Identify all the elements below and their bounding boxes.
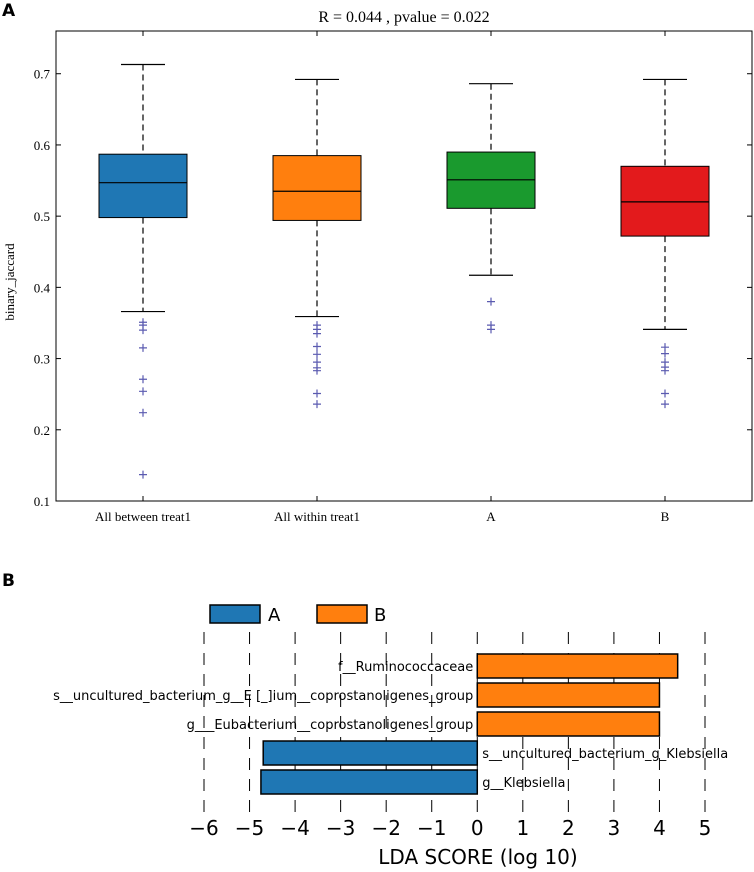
x-tick-label: B <box>661 509 670 524</box>
outlier-point <box>139 375 147 384</box>
outlier-point <box>661 400 669 409</box>
y-tick-label: 0.1 <box>34 494 50 509</box>
outlier-point <box>139 326 147 335</box>
bar-label: s__uncultured_bacterium_g__E [_]ium__cop… <box>53 689 473 704</box>
x-tick-label: 0 <box>471 816 484 840</box>
x-tick-label: 5 <box>699 816 712 840</box>
boxes <box>98 63 710 479</box>
bar-label: g___Eubacterium__coprostanoligenes_group <box>187 718 474 733</box>
lda-bar <box>260 769 479 795</box>
outlier-point <box>313 342 321 351</box>
bars: f__Ruminococcaceae s__uncultured_bacteriu… <box>53 653 728 795</box>
x-tick-label: 4 <box>653 816 666 840</box>
outlier-point <box>487 325 495 334</box>
outlier-point <box>487 297 495 306</box>
box-group <box>98 63 188 479</box>
outlier-point <box>313 400 321 409</box>
legend: A B <box>209 604 386 626</box>
outlier-point <box>313 329 321 338</box>
box-group <box>272 78 362 409</box>
outlier-point <box>139 470 147 479</box>
outlier-point <box>313 350 321 359</box>
outlier-point <box>139 408 147 417</box>
box-group <box>446 83 536 334</box>
legend-label-a: A <box>268 605 281 626</box>
y-tick-label: 0.4 <box>34 280 51 295</box>
outlier-point <box>661 389 669 398</box>
y-tick-label: 0.6 <box>34 138 51 153</box>
y-tick-label: 0.5 <box>34 209 50 224</box>
x-tick-label: A <box>486 509 496 524</box>
box <box>272 155 362 221</box>
x-tick-label: 1 <box>516 816 529 840</box>
legend-label-b: B <box>374 605 386 626</box>
boxplot-ylabel: binary_jaccard <box>2 243 17 321</box>
y-tick-label: 0.3 <box>34 352 50 367</box>
x-tick-label: All between treat1 <box>95 509 191 524</box>
x-tick-label: −3 <box>326 816 355 840</box>
lda-bar <box>476 711 661 737</box>
panel-a-label: A <box>2 1 16 21</box>
lda-xlabel: LDA SCORE (log 10) <box>378 845 577 869</box>
bar-label: g__Klebsiella <box>482 776 565 791</box>
lda-bar <box>476 653 679 679</box>
legend-swatch-b <box>316 604 368 624</box>
outlier-point <box>661 349 669 358</box>
box-group <box>620 78 710 409</box>
outlier-point <box>139 387 147 396</box>
x-axis-ticks: All between treat1 All within treat1 A B <box>95 31 670 524</box>
x-tick-label: −4 <box>280 816 309 840</box>
bar-label: f__Ruminococcaceae <box>338 660 473 675</box>
boxplot-panel: R = 0.044 , pvalue = 0.022 binary_jaccar… <box>2 9 753 524</box>
box <box>620 165 710 237</box>
boxplot-title: R = 0.044 , pvalue = 0.022 <box>318 9 489 26</box>
x-tick-label: 3 <box>608 816 621 840</box>
lda-bar <box>262 740 479 766</box>
lda-bar <box>476 682 661 708</box>
outlier-point <box>139 343 147 352</box>
outlier-point <box>661 366 669 375</box>
bar-label: s__uncultured_bacterium_g_Klebsiella <box>482 747 728 762</box>
boxplot-frame <box>55 30 753 502</box>
panel-b-label: B <box>2 571 15 591</box>
y-tick-label: 0.7 <box>34 67 51 82</box>
y-axis-ticks: 0.1 0.2 0.3 0.4 0.5 0.6 0.7 <box>34 67 752 509</box>
x-tick-label: 2 <box>562 816 575 840</box>
x-tick-label: All within treat1 <box>274 509 360 524</box>
x-axis-ticks: −6 −5 −4 −3 −2 −1 0 1 2 3 4 5 <box>189 816 711 840</box>
box <box>98 153 188 219</box>
outlier-point <box>313 366 321 375</box>
x-tick-label: −6 <box>189 816 218 840</box>
x-tick-label: −1 <box>417 816 446 840</box>
legend-swatch-a <box>209 604 261 624</box>
outlier-point <box>313 389 321 398</box>
x-tick-label: −5 <box>235 816 264 840</box>
lda-panel: A B f__Ruminococcaceae s__uncultured_bact… <box>53 604 728 869</box>
x-tick-label: −2 <box>371 816 400 840</box>
y-tick-label: 0.2 <box>34 423 50 438</box>
